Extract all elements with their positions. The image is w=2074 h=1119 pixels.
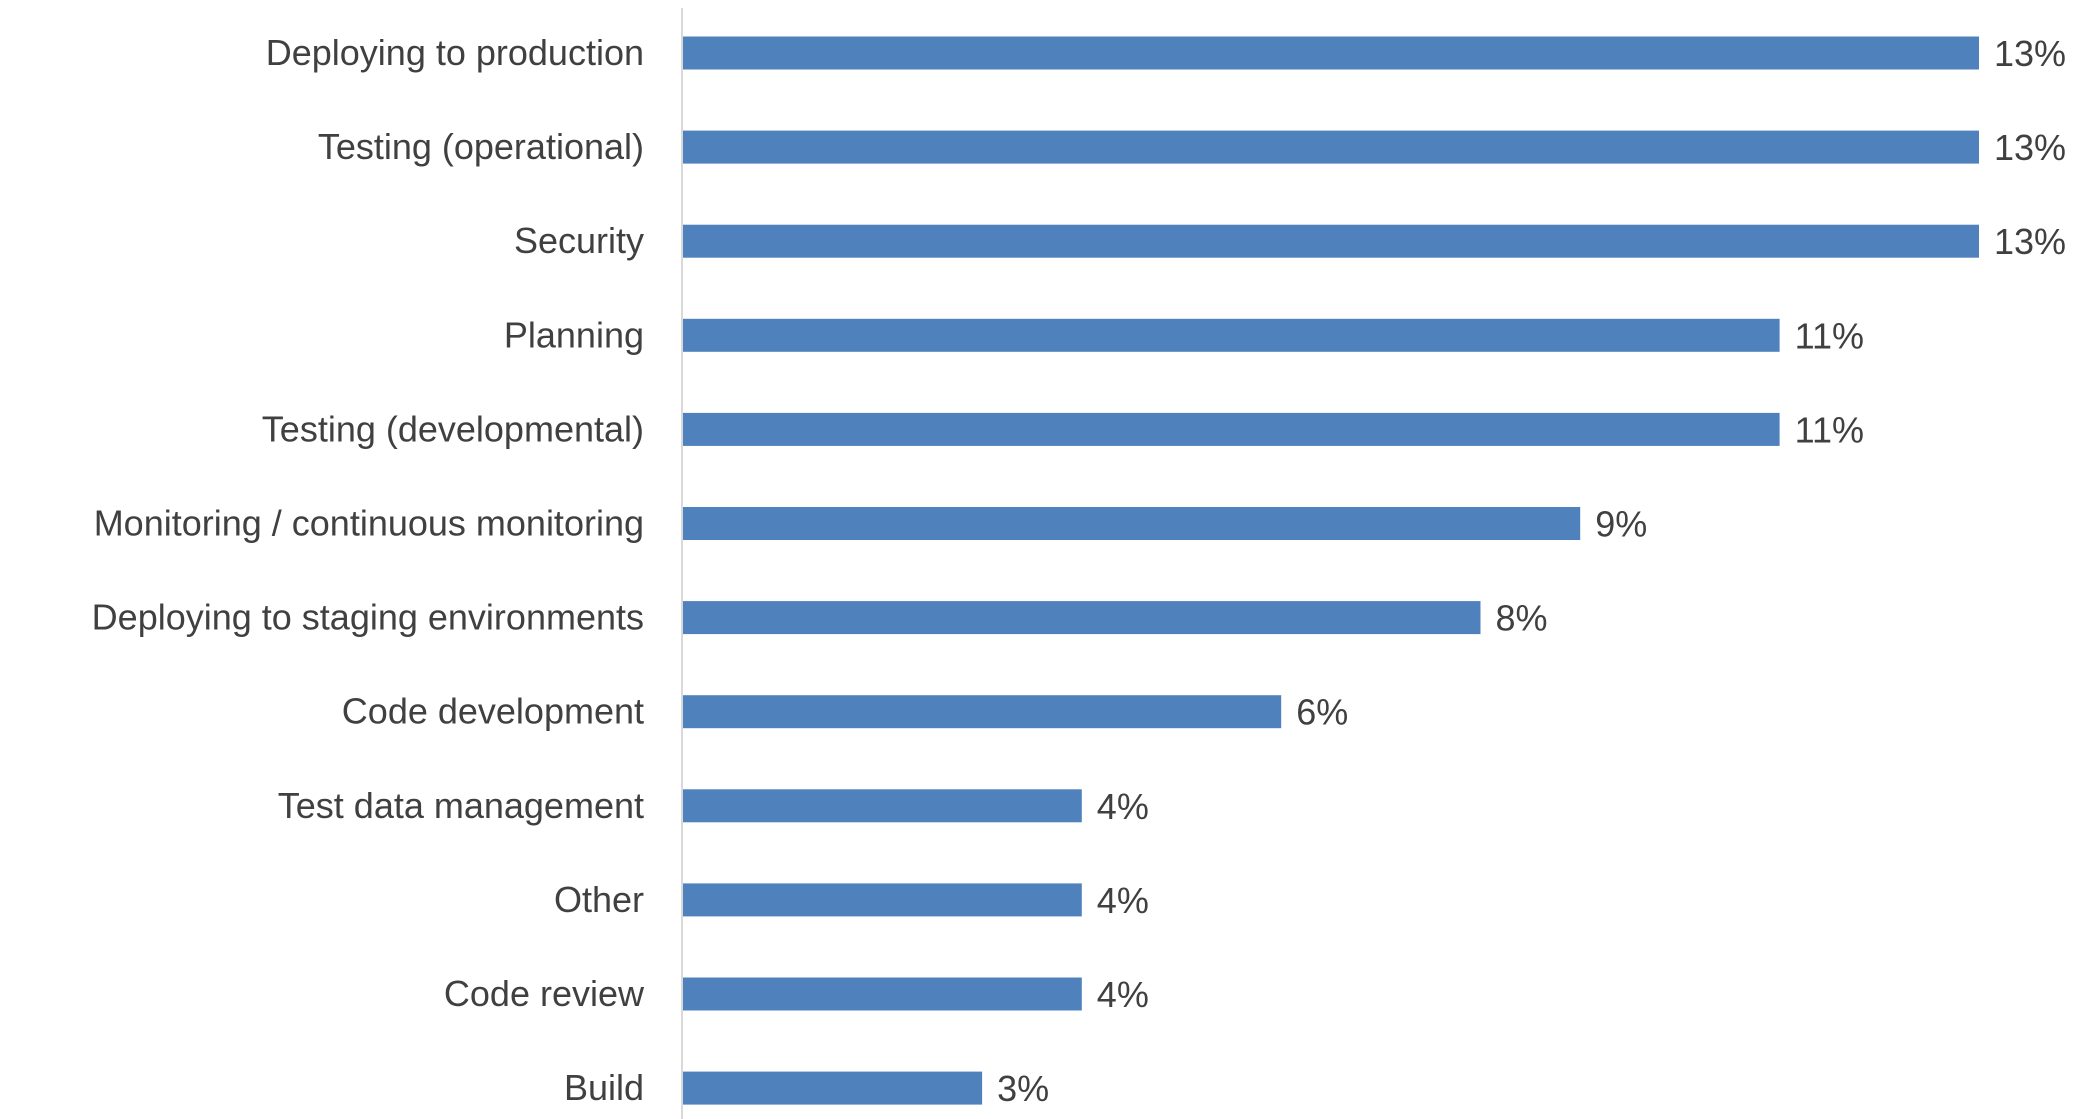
category-label: Test data management (278, 785, 644, 826)
bar (683, 789, 1082, 823)
category-label: Testing (developmental) (262, 408, 644, 449)
data-label: 9% (1595, 504, 1647, 545)
bar (683, 412, 1780, 446)
data-label: 4% (1097, 880, 1149, 921)
bar (683, 601, 1481, 635)
category-label: Other (554, 879, 644, 920)
bar (683, 130, 1979, 164)
category-label: Code development (342, 691, 644, 732)
category-label: Monitoring / continuous monitoring (94, 503, 644, 544)
bar-rows: Deploying to production 13% Testing (opera… (92, 32, 2066, 1109)
data-label: 4% (1097, 974, 1149, 1015)
data-label: 3% (997, 1068, 1049, 1109)
category-label: Testing (operational) (318, 126, 644, 167)
category-label: Security (514, 220, 644, 261)
category-label: Code review (444, 973, 645, 1014)
category-label: Planning (504, 314, 644, 355)
category-label: Build (564, 1067, 644, 1108)
data-label: 6% (1296, 692, 1348, 733)
data-label: 13% (1994, 221, 2066, 262)
category-label: Deploying to production (266, 32, 644, 73)
data-label: 4% (1097, 786, 1149, 827)
data-label: 8% (1496, 598, 1548, 639)
bar (683, 36, 1979, 70)
data-label: 11% (1795, 409, 1864, 450)
data-label: 13% (1994, 127, 2066, 168)
bar (683, 1071, 983, 1105)
bar (683, 977, 1082, 1011)
category-label: Deploying to staging environments (92, 597, 644, 638)
bar (683, 318, 1780, 352)
bar (683, 224, 1979, 258)
bar (683, 695, 1282, 729)
bar (683, 507, 1581, 540)
data-label: 11% (1795, 315, 1864, 356)
bar (683, 883, 1082, 917)
data-label: 13% (1994, 33, 2066, 74)
